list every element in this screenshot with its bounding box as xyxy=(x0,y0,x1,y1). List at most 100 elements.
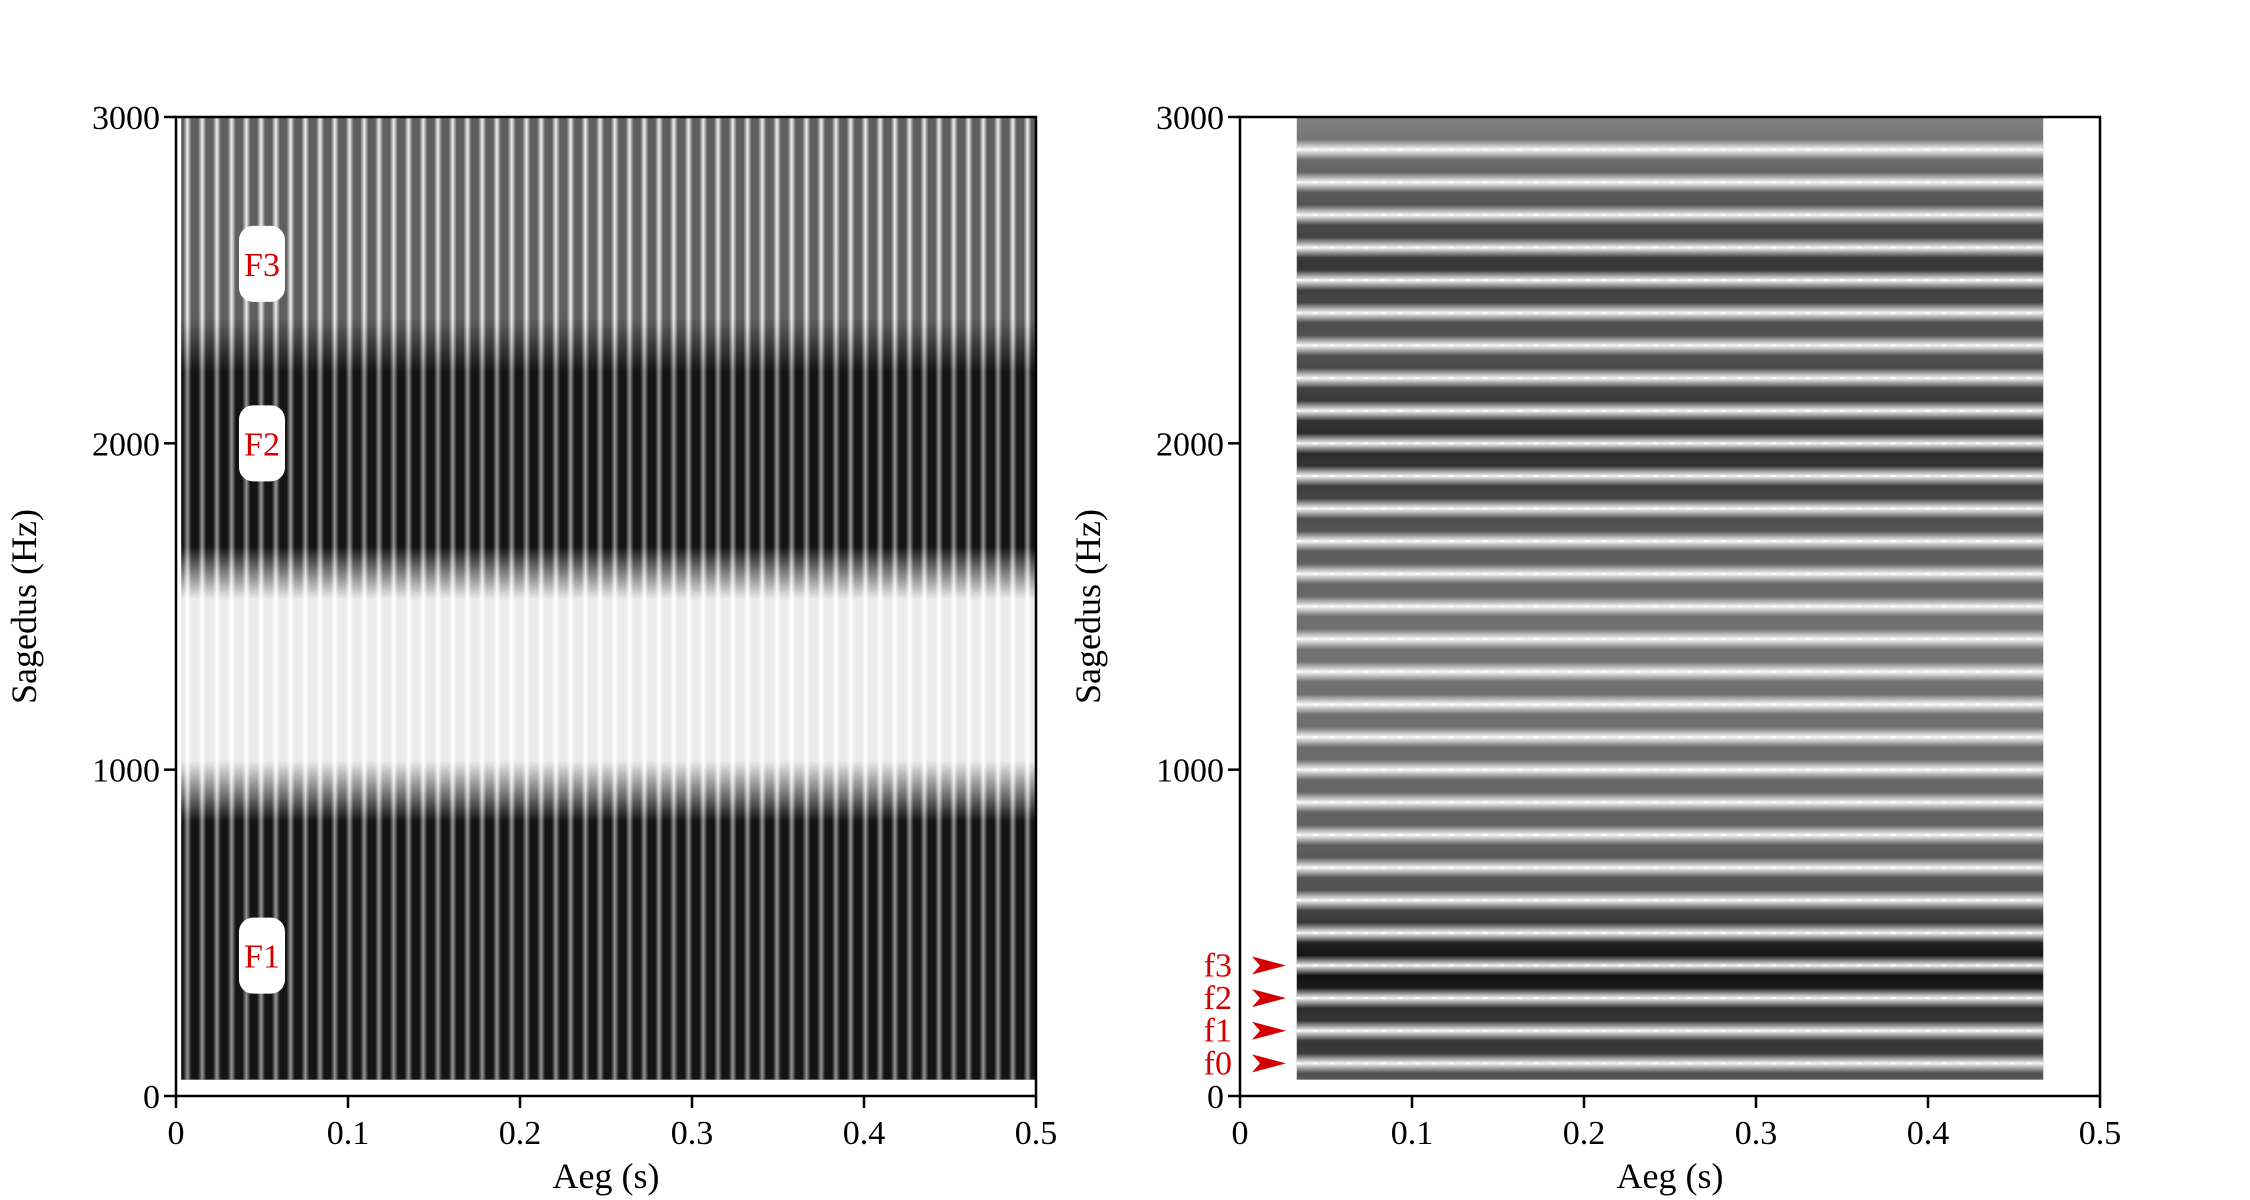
x-tick-label: 0.3 xyxy=(671,1115,714,1152)
formant-label: F1 xyxy=(244,939,280,976)
glottal-pulse xyxy=(625,117,634,1080)
y-tick-label: 3000 xyxy=(92,100,160,137)
glottal-pulse xyxy=(551,117,560,1080)
y-axis-label: Sagedus (Hz) xyxy=(1068,509,1108,704)
plot-frame xyxy=(1238,115,2102,1098)
x-tick-label: 0.5 xyxy=(2079,1115,2122,1152)
y-tick-label: 0 xyxy=(1207,1079,1224,1116)
glottal-pulse xyxy=(743,117,752,1080)
glottal-pulse xyxy=(669,117,678,1080)
glottal-pulse xyxy=(610,117,619,1080)
glottal-pulse xyxy=(433,117,443,1080)
x-tick-label: 0.1 xyxy=(327,1115,370,1152)
glottal-pulse xyxy=(772,117,782,1080)
glottal-pulse xyxy=(404,117,413,1080)
narrowband-spectrogram-image xyxy=(1295,117,2045,1080)
x-tick-label: 0.4 xyxy=(1907,1115,1950,1152)
glottal-pulse xyxy=(949,117,958,1080)
formant-label-box xyxy=(239,405,285,482)
arrow-icon xyxy=(1252,956,1286,975)
glottal-pulse xyxy=(537,117,546,1080)
glottal-pulse xyxy=(890,117,899,1080)
y-tick-label: 2000 xyxy=(1156,426,1224,463)
glottal-pulse xyxy=(360,117,369,1080)
glottal-pulse xyxy=(374,117,384,1080)
glottal-pulse xyxy=(920,117,929,1080)
glottal-pulse xyxy=(1008,117,1017,1080)
glottal-pulse xyxy=(522,117,531,1080)
glottal-pulse xyxy=(993,117,1003,1080)
glottal-pulse xyxy=(463,117,472,1080)
glottal-pulse xyxy=(566,117,575,1080)
y-axis-label: Sagedus (Hz) xyxy=(4,509,44,704)
y-tick-label: 2000 xyxy=(92,426,160,463)
glottal-pulse xyxy=(876,117,885,1080)
glottal-pulse xyxy=(699,117,708,1080)
y-axis-ticks: 0 1000 2000 3000 xyxy=(1156,100,1240,1116)
glottal-pulse xyxy=(212,117,221,1080)
glottal-pulse xyxy=(183,117,192,1080)
glottal-pulse xyxy=(330,117,339,1080)
y-tick-label: 1000 xyxy=(1156,753,1224,790)
glottal-pulse xyxy=(478,117,487,1080)
glottal-pulse xyxy=(684,117,693,1080)
glottal-pulse xyxy=(492,117,501,1080)
glottal-pulse xyxy=(861,117,870,1080)
y-axis-ticks: 0 1000 2000 3000 xyxy=(92,100,176,1116)
y-tick-label: 1000 xyxy=(92,753,160,790)
formant-label-box xyxy=(239,917,285,994)
x-tick-label: 0.4 xyxy=(843,1115,886,1152)
glottal-pulse xyxy=(581,117,590,1080)
glottal-pulse xyxy=(286,117,295,1080)
glottal-pulse xyxy=(242,117,251,1080)
x-axis-label: Aeg (s) xyxy=(1617,1156,1724,1196)
glottal-pulses xyxy=(183,117,1032,1080)
x-tick-label: 0.2 xyxy=(1563,1115,1606,1152)
harmonic-label: f3 xyxy=(1204,947,1232,984)
formant-label: F2 xyxy=(244,426,280,463)
glottal-pulse xyxy=(1023,117,1032,1080)
glottal-pulse xyxy=(271,117,280,1080)
glottal-pulse xyxy=(728,117,737,1080)
glottal-pulse xyxy=(640,117,649,1080)
glottal-pulse xyxy=(979,117,988,1080)
glottal-pulse xyxy=(831,117,840,1080)
arrow-icon xyxy=(1252,989,1286,1008)
x-tick-label: 0 xyxy=(1232,1115,1249,1152)
glottal-pulse xyxy=(758,117,767,1080)
narrowband-spectrogram: 0 0.1 0.2 0.3 0.4 0.5 0 1000 2000 3000 Aeg (s) S… xyxy=(1068,100,2121,1196)
x-axis-label: Aeg (s) xyxy=(553,1156,660,1196)
y-tick-label: 3000 xyxy=(1156,100,1224,137)
glottal-pulse xyxy=(389,117,398,1080)
glottal-pulse xyxy=(817,117,826,1080)
glottal-pulse xyxy=(198,117,207,1080)
glottal-pulse xyxy=(964,117,973,1080)
glottal-pulse xyxy=(316,117,325,1080)
formant-label: F3 xyxy=(244,247,280,284)
glottal-pulse xyxy=(935,117,944,1080)
x-axis-ticks: 0 0.1 0.2 0.3 0.4 0.5 xyxy=(1232,1096,2122,1152)
x-tick-label: 0.2 xyxy=(499,1115,542,1152)
arrow-icon xyxy=(1252,1054,1286,1073)
harmonics xyxy=(1295,139,2045,1074)
glottal-pulse xyxy=(301,117,310,1080)
glottal-pulse xyxy=(345,117,354,1080)
glottal-pulse xyxy=(787,117,796,1080)
x-axis-ticks: 0 0.1 0.2 0.3 0.4 0.5 xyxy=(168,1096,1057,1152)
harmonic-label: f0 xyxy=(1204,1045,1232,1082)
glottal-pulse xyxy=(905,117,914,1080)
wideband-spectrogram: 0 0.1 0.2 0.3 0.4 0.5 0 1000 2000 3000 Aeg (s) S… xyxy=(4,100,1057,1196)
glottal-pulse xyxy=(257,117,266,1080)
formant-annotations: F1 F2 F3 xyxy=(239,225,285,994)
glottal-pulse xyxy=(655,117,664,1080)
glottal-pulse xyxy=(713,117,723,1080)
x-tick-label: 0.1 xyxy=(1391,1115,1434,1152)
x-tick-label: 0 xyxy=(168,1115,185,1152)
wideband-spectrogram-image xyxy=(181,117,1036,1080)
glottal-pulse xyxy=(448,117,457,1080)
harmonic-label: f1 xyxy=(1204,1013,1232,1050)
glottal-pulse xyxy=(596,117,605,1080)
glottal-pulse xyxy=(846,117,855,1080)
